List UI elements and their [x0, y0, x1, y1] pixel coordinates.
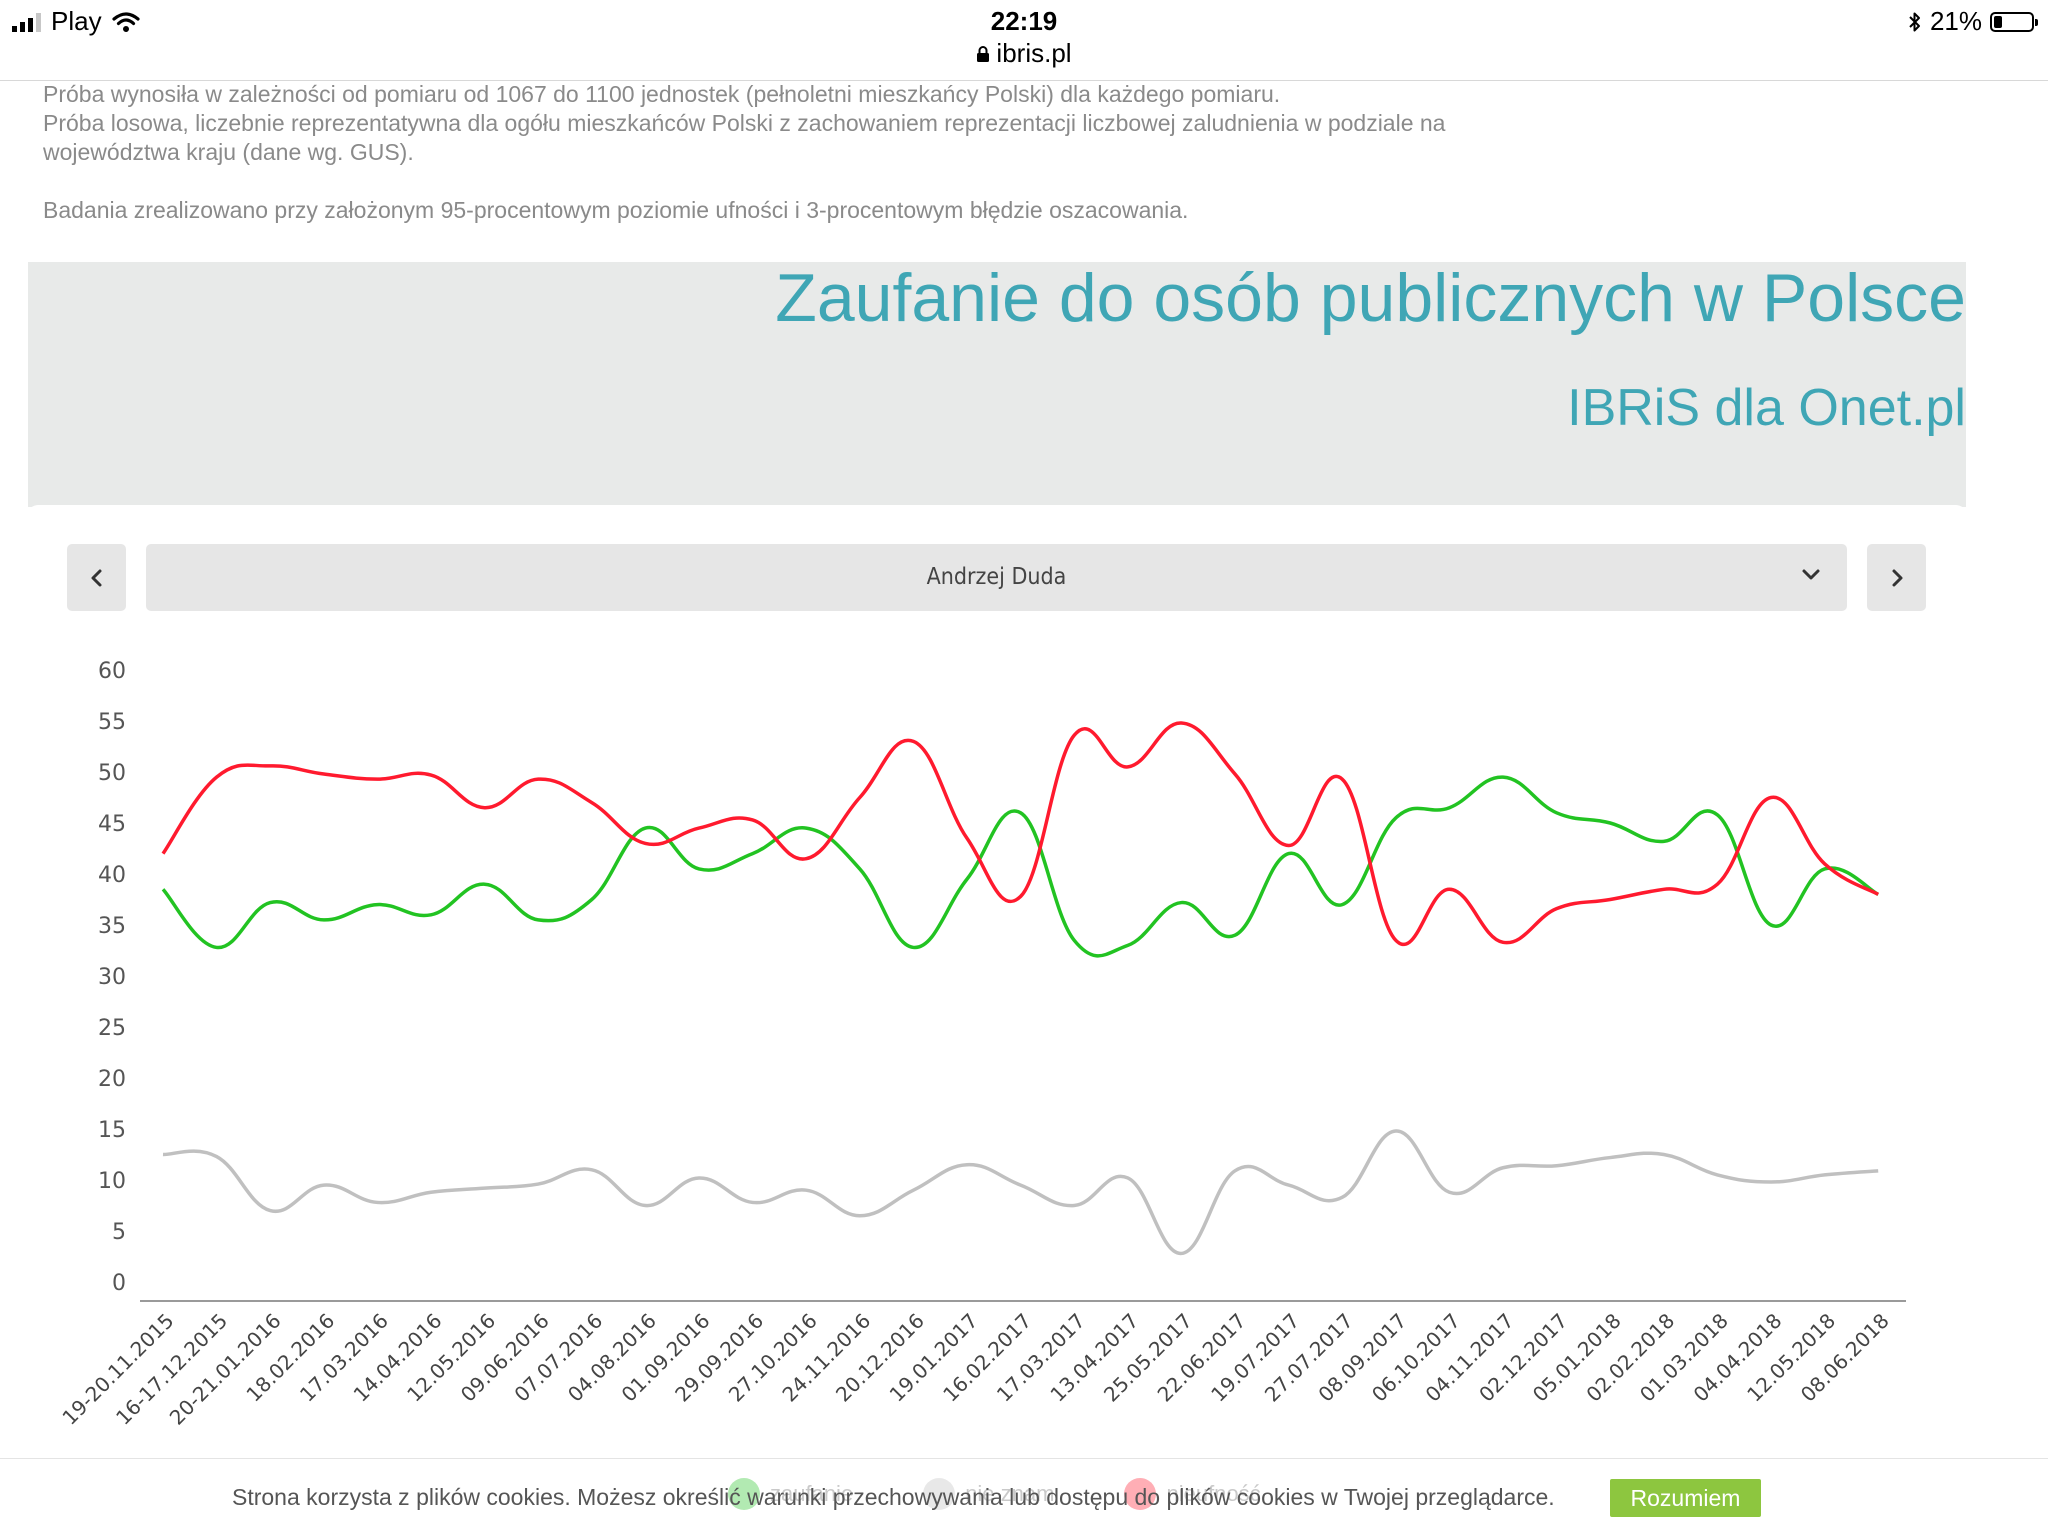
chevron-down-icon — [1802, 569, 1820, 580]
status-right: 21% — [1908, 6, 2038, 37]
y-tick-label: 25 — [98, 1016, 126, 1041]
battery-level — [1994, 15, 2002, 28]
signal-icon — [12, 12, 41, 32]
y-tick-label: 15 — [98, 1118, 126, 1143]
y-tick-label: 45 — [98, 812, 126, 837]
x-axis: 19-20.11.201516-17.12.201520-21.01.20161… — [57, 1309, 1893, 1430]
person-select-value: Andrzej Duda — [926, 564, 1067, 590]
y-tick-label: 40 — [98, 863, 126, 888]
y-tick-label: 60 — [98, 659, 126, 684]
y-tick-label: 5 — [112, 1220, 126, 1245]
y-tick-label: 0 — [112, 1271, 126, 1296]
person-select[interactable]: Andrzej Duda — [146, 544, 1847, 611]
legend-label-unknown: nie znam — [965, 1481, 1055, 1506]
methodology-random: Próba losowa, liczebnie reprezentatywna … — [43, 110, 1446, 165]
cookie-accept-button[interactable]: Rozumiem — [1610, 1479, 1761, 1517]
header-panel: Zaufanie do osób publicznych w Polsce IB… — [28, 260, 1966, 507]
bluetooth-icon — [1909, 12, 1920, 31]
lock-icon — [977, 46, 990, 62]
page-subtitle: IBRiS dla Onet.pl — [1567, 379, 1966, 437]
y-tick-label: 50 — [98, 761, 126, 786]
clock: 22:19 — [990, 6, 1058, 36]
chevron-right-icon — [1892, 569, 1902, 586]
page-title: Zaufanie do osób publicznych w Polsce — [775, 260, 1966, 336]
legend-dot-distrust — [1124, 1478, 1157, 1510]
legend-item-trust[interactable]: zaufanie — [728, 1478, 853, 1510]
next-person-button[interactable] — [1867, 544, 1926, 611]
y-tick-label: 30 — [98, 965, 126, 990]
y-tick-label: 55 — [98, 710, 126, 735]
address-bar[interactable]: ibris.pl — [0, 38, 2048, 69]
legend-item-distrust[interactable]: nieufność — [1124, 1478, 1261, 1510]
methodology-confidence: Badania zrealizowano przy założonym 95-p… — [43, 197, 1189, 223]
prev-person-button[interactable] — [67, 544, 126, 611]
page-url: ibris.pl — [996, 38, 1072, 68]
legend-dot-trust — [728, 1478, 760, 1510]
status-bar: Play 22:19 ibris.pl 21% — [0, 0, 2048, 81]
trust-chart: 0 5 10 15 20 25 30 35 40 45 50 55 60 19-20.11.201516… — [57, 659, 1906, 1430]
chart-legend: zaufanie nie znam nieufność — [728, 1478, 1261, 1510]
chart-series — [161, 721, 1880, 1256]
legend-dot-unknown — [923, 1478, 956, 1510]
legend-label-distrust: nieufność — [1166, 1481, 1261, 1506]
carrier-name: Play — [51, 6, 102, 36]
legend-item-unknown[interactable]: nie znam — [923, 1478, 1054, 1510]
methodology-text: Próba wynosiła w zależności od pomiaru o… — [43, 80, 1483, 225]
chart-card — [28, 505, 1966, 1455]
series-line-distrust[interactable] — [161, 721, 1880, 946]
wifi-icon — [111, 11, 140, 32]
battery-icon — [1990, 11, 2038, 32]
battery-percent: 21% — [1929, 6, 1982, 36]
series-line-unknown[interactable] — [162, 1129, 1879, 1256]
legend-label-trust: zaufanie — [770, 1481, 854, 1506]
y-tick-label: 10 — [98, 1169, 126, 1194]
methodology-sample: Próba wynosiła w zależności od pomiaru o… — [43, 81, 1281, 107]
cookie-message: Strona korzysta z plików cookies. Możesz… — [232, 1484, 1555, 1510]
series-line-trust[interactable] — [161, 775, 1880, 958]
chevron-left-icon — [91, 569, 101, 586]
y-tick-label: 35 — [98, 914, 126, 939]
status-left: Play — [12, 6, 140, 37]
y-axis: 0 5 10 15 20 25 30 35 40 45 50 55 60 — [98, 659, 126, 1296]
y-tick-label: 20 — [98, 1067, 126, 1092]
